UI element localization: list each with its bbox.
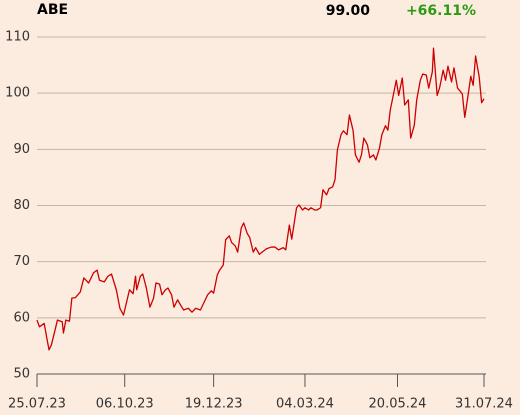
- y-tick-label: 90: [13, 142, 30, 157]
- x-tick-label: 25.07.23: [8, 397, 66, 412]
- y-tick-label: 60: [13, 310, 30, 325]
- price-line: [36, 47, 485, 351]
- chart-title: ABE: [37, 2, 68, 18]
- x-tick-label: 20.05.24: [369, 397, 427, 412]
- y-tick-label: 110: [5, 29, 30, 44]
- last-price: 99.00: [326, 3, 371, 19]
- y-tick-label: 50: [13, 367, 30, 382]
- x-tick-label: 19.12.23: [185, 397, 243, 412]
- y-tick-label: 80: [13, 198, 30, 213]
- y-tick-label: 100: [5, 86, 30, 101]
- x-tick-label: 31.07.24: [455, 397, 513, 412]
- y-tick-label: 70: [13, 254, 30, 269]
- x-tick-label: 04.03.24: [276, 397, 334, 412]
- x-tick-label: 06.10.23: [96, 397, 154, 412]
- price-change: +66.11%: [406, 3, 476, 19]
